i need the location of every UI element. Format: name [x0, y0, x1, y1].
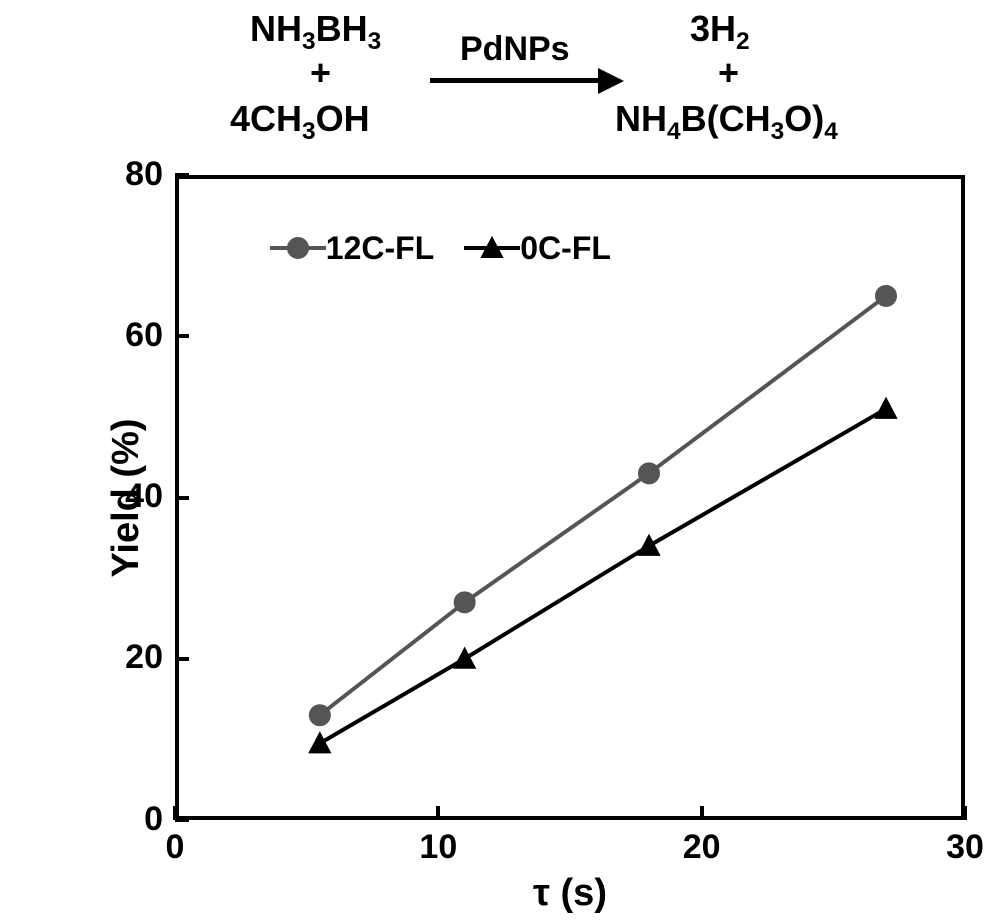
y-tick	[175, 334, 189, 338]
x-tick	[436, 806, 440, 820]
y-tick	[175, 657, 189, 661]
y-tick-label: 80	[83, 155, 163, 194]
plot-area: 12C-FL0C-FL 0102030020406080	[175, 175, 965, 820]
reactant-top: NH3BH3	[250, 8, 381, 50]
y-tick	[175, 496, 189, 500]
legend-swatch	[270, 235, 326, 261]
x-tick-label: 10	[398, 828, 478, 867]
series-line	[320, 409, 886, 744]
x-tick-label: 30	[925, 828, 1000, 867]
x-tick-label: 20	[662, 828, 742, 867]
series-marker	[455, 592, 475, 612]
series-line	[320, 296, 886, 715]
legend-label: 0C-FL	[520, 230, 611, 267]
series-marker	[310, 705, 330, 725]
series-marker	[876, 286, 896, 306]
series-marker	[639, 463, 659, 483]
arrow-label: PdNPs	[460, 30, 570, 69]
reaction-arrow-head	[598, 68, 624, 94]
legend-label: 12C-FL	[326, 230, 434, 267]
x-axis-title: τ (s)	[510, 872, 630, 915]
legend-swatch	[464, 235, 520, 261]
product-top: 3H2	[690, 8, 750, 50]
series-marker	[310, 733, 330, 752]
figure-root: NH3BH3 + 4CH3OH PdNPs 3H2 + NH4B(CH3O)4 …	[0, 0, 1000, 921]
reaction-arrow-line	[430, 78, 600, 83]
product-plus-right: +	[718, 52, 739, 94]
y-tick-label: 0	[83, 800, 163, 839]
product-bottom: NH4B(CH3O)4	[615, 98, 838, 140]
y-tick	[175, 173, 189, 177]
legend-item: 12C-FL	[270, 230, 434, 267]
reaction-equation: NH3BH3 + 4CH3OH PdNPs 3H2 + NH4B(CH3O)4	[0, 0, 1000, 160]
reactant-plus-left: +	[310, 52, 331, 94]
series-marker	[639, 536, 659, 555]
x-tick	[963, 806, 967, 820]
yield-vs-tau-chart: 12C-FL0C-FL 0102030020406080 τ (s) Yield…	[0, 160, 1000, 921]
series-marker	[876, 399, 896, 418]
legend: 12C-FL 0C-FL	[270, 230, 611, 267]
series-svg	[175, 175, 965, 820]
x-tick	[700, 806, 704, 820]
legend-item: 0C-FL	[464, 230, 611, 267]
y-axis-title: Yield (%)	[105, 348, 155, 648]
series-marker	[455, 649, 475, 668]
y-tick	[175, 818, 189, 822]
reactant-bottom: 4CH3OH	[230, 98, 370, 140]
